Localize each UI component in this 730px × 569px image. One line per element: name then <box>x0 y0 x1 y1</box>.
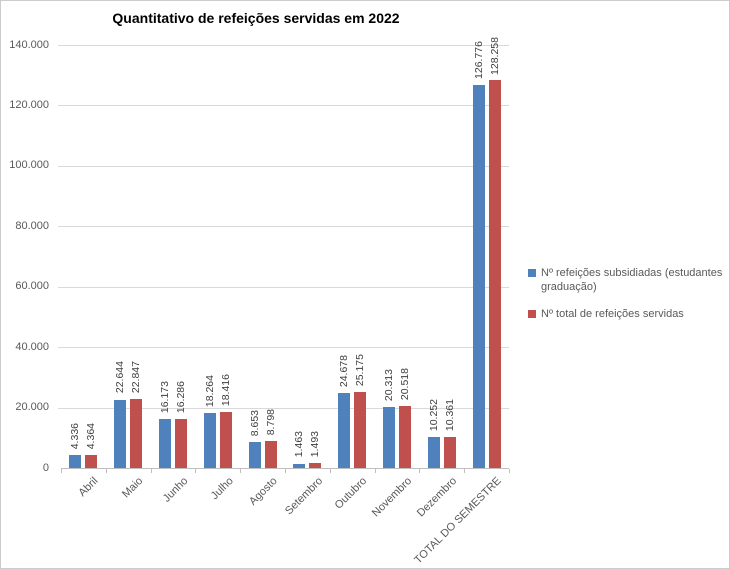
bar-total-1 <box>130 398 143 468</box>
x-axis-tick <box>285 469 286 473</box>
bar-subsidiadas-6 <box>338 393 351 468</box>
bar-total-0 <box>85 454 98 468</box>
bar-value-label: 22.847 <box>130 360 143 393</box>
bar-value-label: 8.798 <box>264 409 277 436</box>
bar-value-label: 1.463 <box>293 431 306 458</box>
x-axis-tick <box>150 469 152 473</box>
bar-value-label: 18.416 <box>219 374 232 407</box>
x-axis-category-label: Agosto <box>247 475 281 508</box>
y-axis-tick-label: 100.000 <box>9 159 49 172</box>
gridline <box>58 286 509 288</box>
bar-total-6 <box>354 391 367 468</box>
bar-value-label: 126.776 <box>472 41 485 79</box>
x-axis-category-label: Julho <box>208 475 236 503</box>
gridline <box>58 165 509 167</box>
bar-subsidiadas-7 <box>383 406 395 468</box>
x-axis-tick <box>329 469 331 473</box>
bar-value-label: 16.173 <box>159 381 171 414</box>
x-axis-tick <box>105 469 107 473</box>
bar-total-5 <box>309 463 322 468</box>
x-axis-category-label: Setembro <box>282 475 325 518</box>
bar-value-label: 20.313 <box>383 368 395 401</box>
bar-subsidiadas-9 <box>472 84 485 468</box>
bar-value-label: 18.264 <box>203 374 216 407</box>
y-axis-tick-label: 140.000 <box>9 38 49 51</box>
bar-total-2 <box>175 418 187 468</box>
x-axis-tick <box>195 469 197 473</box>
x-axis-tick <box>374 469 376 473</box>
x-axis-tick <box>464 469 466 473</box>
legend-swatch-series1-icon <box>528 269 536 277</box>
y-axis-tick-label: 0 <box>42 461 49 474</box>
bar-subsidiadas-5 <box>293 463 306 468</box>
legend-label-series1: Nº refeições subsidiadas (estudantes gra… <box>541 267 723 293</box>
bar-value-label: 10.361 <box>443 398 456 431</box>
gridline <box>58 226 509 228</box>
x-axis-category-label: Dezembro <box>414 475 460 520</box>
bar-subsidiadas-3 <box>203 412 216 468</box>
chart-title: Quantitativo de refeições servidas em 20… <box>112 10 400 26</box>
bar-value-label: 4.364 <box>85 422 98 449</box>
legend-item-series2: Nº total de refeições servidas <box>528 307 724 321</box>
bar-total-3 <box>219 412 232 468</box>
gridline <box>58 407 509 409</box>
bar-value-label: 10.252 <box>427 398 440 432</box>
x-axis-line <box>61 468 509 469</box>
y-axis-tick-label: 80.000 <box>15 219 49 232</box>
x-axis-category-label: Maio <box>120 475 146 501</box>
bar-value-label: 8.653 <box>248 409 261 436</box>
x-axis-tick <box>509 469 510 473</box>
bar-value-label: 1.493 <box>309 431 322 458</box>
bar-subsidiadas-8 <box>427 437 440 468</box>
x-axis-tick <box>61 469 62 473</box>
y-axis-tick-label: 60.000 <box>15 280 49 293</box>
bar-value-label: 20.518 <box>399 367 411 401</box>
y-axis-tick-label: 40.000 <box>15 340 49 353</box>
bar-value-label: 22.644 <box>114 361 127 394</box>
legend-item-series1: Nº refeições subsidiadas (estudantes gra… <box>528 266 724 294</box>
x-axis-tick <box>240 469 242 473</box>
bar-subsidiadas-1 <box>114 399 127 468</box>
legend-swatch-series2-icon <box>528 310 536 318</box>
legend: Nº refeições subsidiadas (estudantes gra… <box>528 266 724 334</box>
legend-label-series2: Nº total de refeições servidas <box>541 308 684 320</box>
bar-value-label: 4.336 <box>69 422 82 449</box>
x-axis-category-label: TOTAL DO SEMESTRE <box>412 475 505 567</box>
bar-value-label: 25.175 <box>354 353 367 386</box>
y-axis-tick-label: 20.000 <box>15 401 49 414</box>
bar-value-label: 16.286 <box>175 380 187 413</box>
gridline <box>58 45 509 46</box>
gridline <box>58 105 509 107</box>
x-axis-category-label: Novembro <box>370 475 415 520</box>
bar-value-label: 128.258 <box>488 36 501 75</box>
bar-subsidiadas-0 <box>69 454 82 468</box>
bar-total-8 <box>443 436 456 468</box>
y-axis-tick-label: 120.000 <box>9 98 49 111</box>
bar-subsidiadas-2 <box>159 419 171 468</box>
bar-subsidiadas-4 <box>248 441 261 468</box>
x-axis-category-label: Junho <box>160 475 191 505</box>
bar-total-9 <box>488 80 501 468</box>
bar-value-label: 24.678 <box>338 355 351 388</box>
x-axis-category-label: Abril <box>76 475 101 500</box>
bar-total-7 <box>399 406 411 468</box>
bar-total-4 <box>264 441 277 468</box>
x-axis-category-label: Outubro <box>333 475 370 512</box>
x-axis-tick <box>419 469 421 473</box>
gridline <box>58 347 509 349</box>
